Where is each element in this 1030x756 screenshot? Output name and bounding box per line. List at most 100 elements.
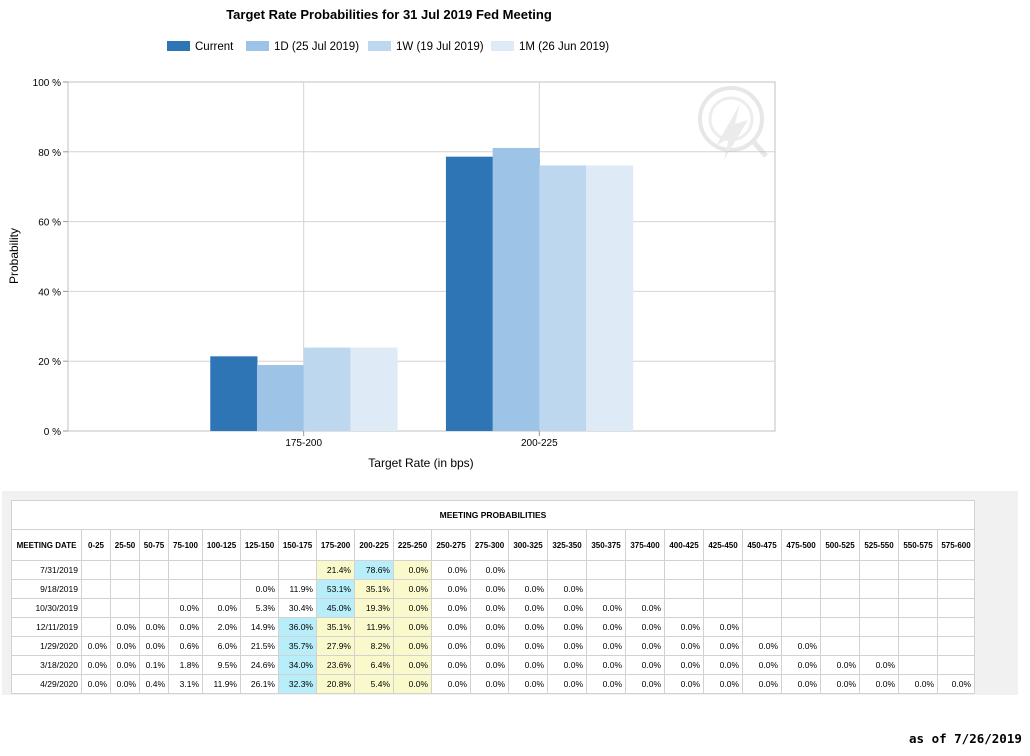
- probability-cell: 5.3%: [240, 598, 279, 618]
- meeting-date-cell: 12/11/2019: [11, 617, 82, 637]
- probability-cell: 0.0%: [742, 636, 782, 656]
- probability-cell: [508, 560, 548, 580]
- bar-1-1: [492, 147, 540, 431]
- legend-item: Current: [167, 41, 234, 53]
- header-rate-range: 225-250: [393, 529, 432, 561]
- probability-cell: [781, 560, 821, 580]
- probability-cell: 0.0%: [393, 617, 432, 637]
- probability-cell: [781, 598, 821, 618]
- probability-cell: 0.0%: [625, 636, 665, 656]
- probability-cell: 0.0%: [431, 674, 471, 694]
- probability-cell: [742, 579, 782, 599]
- meeting-probabilities-panel: MEETING PROBABILITIES MEETING DATE 0-25 25…: [2, 491, 1018, 695]
- probability-cell: [202, 579, 241, 599]
- probability-cell: [898, 636, 938, 656]
- probability-cell: [859, 617, 899, 637]
- x-axis-ticks: 175-200 200-225: [285, 431, 558, 449]
- probability-cell: 0.4%: [139, 674, 169, 694]
- legend-label: 1W (19 Jul 2019): [396, 41, 484, 53]
- probability-cell: 0.0%: [470, 598, 509, 618]
- header-rate-range: 350-375: [586, 529, 626, 561]
- probability-cell: 0.0%: [937, 674, 975, 694]
- probability-cell: 0.0%: [508, 655, 548, 675]
- chart-legend: Current 1D (25 Jul 2019) 1W (19 Jul 2019) 1…: [167, 41, 609, 53]
- probability-cell: 0.0%: [393, 579, 432, 599]
- meeting-probabilities-table: MEETING PROBABILITIES MEETING DATE 0-25 25…: [11, 500, 975, 694]
- probability-cell: 21.4%: [316, 560, 355, 580]
- probability-cell: 26.1%: [240, 674, 279, 694]
- x-tick-label: 200-225: [521, 438, 558, 449]
- legend-swatch: [368, 41, 391, 51]
- probability-cell: 27.9%: [316, 636, 355, 656]
- probability-cell: 0.0%: [703, 674, 743, 694]
- probability-cell: 0.0%: [168, 617, 203, 637]
- probability-cell: 0.0%: [393, 655, 432, 675]
- probability-cell: 0.0%: [508, 617, 548, 637]
- probability-cell: 0.0%: [586, 655, 626, 675]
- probability-cell: [81, 560, 111, 580]
- probability-cell: 0.0%: [586, 636, 626, 656]
- probability-cell: 0.0%: [110, 636, 140, 656]
- chart-title: Target Rate Probabilities for 31 Jul 201…: [226, 7, 552, 22]
- probability-cell: 78.6%: [354, 560, 394, 580]
- probability-cell: 0.0%: [81, 655, 111, 675]
- probability-cell: [664, 598, 704, 618]
- legend-label: 1M (26 Jun 2019): [519, 41, 609, 53]
- probability-cell: 34.0%: [278, 655, 317, 675]
- legend-swatch: [491, 41, 514, 51]
- probability-cell: 0.1%: [139, 655, 169, 675]
- probability-cell: [81, 617, 111, 637]
- header-rate-range: 425-450: [703, 529, 743, 561]
- probability-cell: 36.0%: [278, 617, 317, 637]
- probability-cell: 14.9%: [240, 617, 279, 637]
- probability-cell: [898, 655, 938, 675]
- probability-cell: 0.0%: [625, 617, 665, 637]
- probability-cell: [937, 598, 975, 618]
- table-row: 12/11/2019 0.0% 0.0% 0.0% 2.0% 14.9% 36.0% 35.1…: [11, 617, 975, 637]
- y-tick-label: 0 %: [44, 427, 61, 438]
- probability-cell: 0.0%: [625, 655, 665, 675]
- probability-cell: 0.0%: [547, 636, 587, 656]
- probability-cell: 0.0%: [470, 655, 509, 675]
- probability-cell: 0.0%: [703, 617, 743, 637]
- probability-cell: [547, 560, 587, 580]
- table-title: MEETING PROBABILITIES: [11, 500, 975, 530]
- legend-swatch: [246, 41, 269, 51]
- table-row: 7/31/2019 21.4% 78.6% 0.0% 0.0% 0.0%: [11, 560, 975, 580]
- probability-cell: 0.0%: [240, 579, 279, 599]
- probability-cell: [625, 579, 665, 599]
- probability-cell: 0.0%: [508, 579, 548, 599]
- probability-cell: 23.6%: [316, 655, 355, 675]
- probability-cell: [859, 579, 899, 599]
- header-rate-range: 500-525: [820, 529, 860, 561]
- probability-cell: [110, 560, 140, 580]
- legend-item: 1W (19 Jul 2019): [368, 41, 484, 53]
- probability-cell: 0.0%: [664, 636, 704, 656]
- probability-cell: 0.0%: [202, 598, 241, 618]
- probability-cell: 0.0%: [859, 674, 899, 694]
- probability-cell: [202, 560, 241, 580]
- header-rate-range: 150-175: [278, 529, 317, 561]
- header-rate-range: 525-550: [859, 529, 899, 561]
- probability-cell: [110, 579, 140, 599]
- legend-label: Current: [195, 41, 234, 53]
- probability-cell: 6.0%: [202, 636, 241, 656]
- header-rate-range: 450-475: [742, 529, 782, 561]
- probability-cell: [820, 617, 860, 637]
- probability-cell: 0.0%: [898, 674, 938, 694]
- probability-cell: 0.0%: [393, 560, 432, 580]
- plot-area: [67, 81, 776, 432]
- probability-cell: 0.0%: [820, 674, 860, 694]
- header-rate-range: 550-575: [898, 529, 938, 561]
- y-axis-label: Probability: [7, 228, 21, 284]
- y-tick-label: 40 %: [38, 287, 61, 298]
- probability-cell: [898, 598, 938, 618]
- probability-cell: 0.6%: [168, 636, 203, 656]
- probability-cell: 0.0%: [393, 598, 432, 618]
- probability-cell: [139, 579, 169, 599]
- header-rate-range: 475-500: [781, 529, 821, 561]
- bar-1-0: [256, 365, 305, 431]
- table-header-row: MEETING DATE 0-25 25-50 50-75 75-100 100-125 1…: [11, 529, 975, 561]
- probability-cell: 21.5%: [240, 636, 279, 656]
- probability-cell: [168, 579, 203, 599]
